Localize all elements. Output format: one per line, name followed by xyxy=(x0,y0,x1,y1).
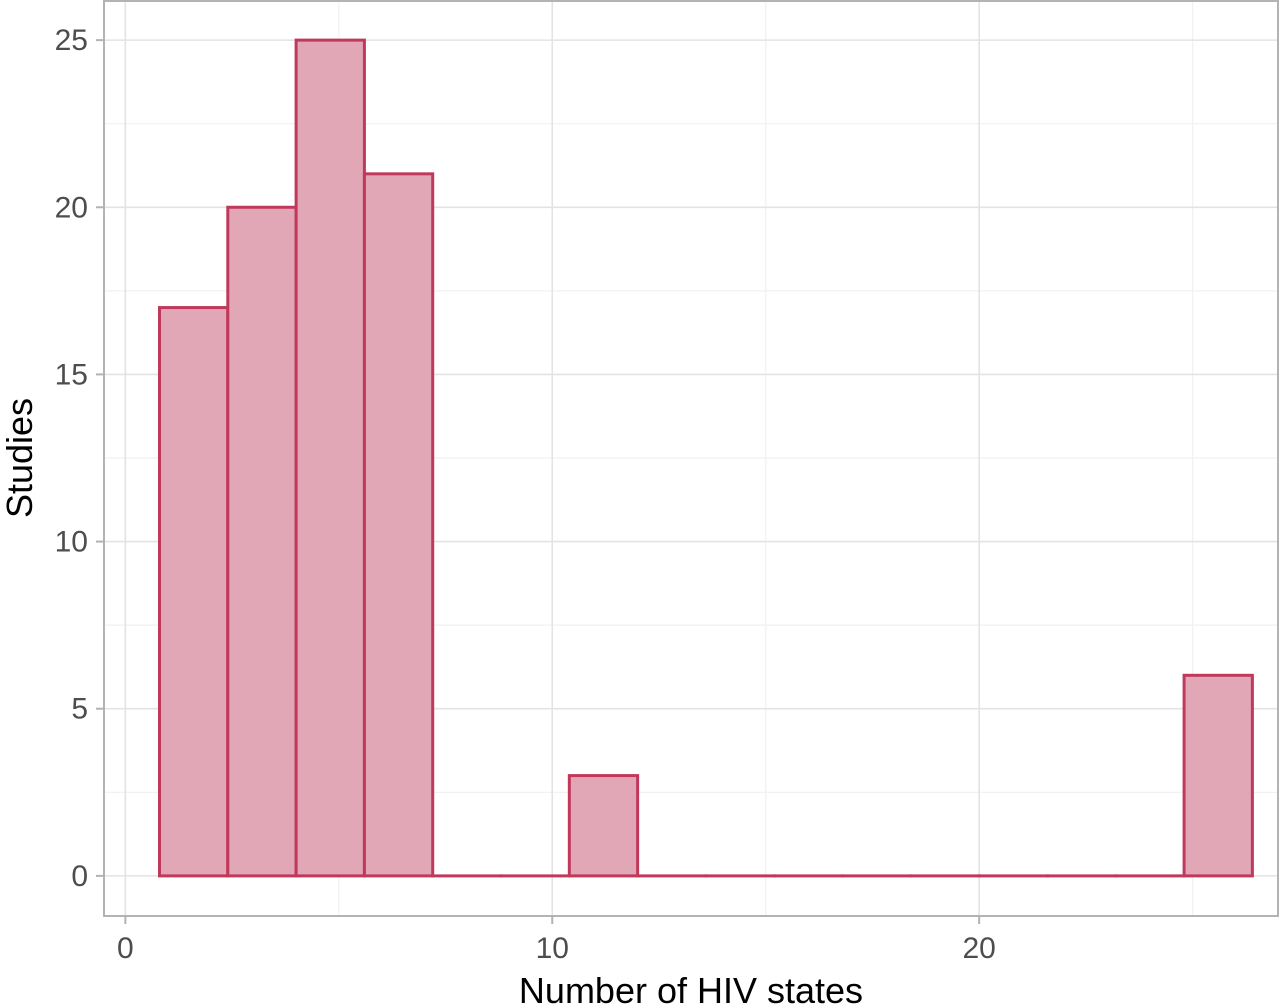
histogram-bar xyxy=(294,38,366,878)
x-tick-label: 20 xyxy=(962,932,995,965)
y-axis-title: Studies xyxy=(0,398,40,518)
y-tick-label: 10 xyxy=(55,526,88,559)
histogram-bar xyxy=(1182,673,1254,878)
x-tick-label: 10 xyxy=(536,932,569,965)
plot-panel-border xyxy=(103,0,1279,917)
x-axis-title: Number of HIV states xyxy=(519,970,863,1007)
y-tick-label: 5 xyxy=(71,693,88,726)
histogram-bar xyxy=(157,306,230,878)
histogram-bars xyxy=(157,38,1254,878)
y-tick-label: 20 xyxy=(55,191,88,224)
y-axis-ticks: 0 5 10 15 20 25 xyxy=(55,24,104,893)
x-tick-label: 0 xyxy=(117,932,134,965)
histogram-bar xyxy=(567,774,640,878)
histogram-bar xyxy=(226,205,298,878)
x-axis-ticks: 0 10 20 xyxy=(117,916,996,965)
y-tick-label: 25 xyxy=(55,24,88,57)
y-tick-label: 15 xyxy=(55,358,88,391)
y-tick-label: 0 xyxy=(71,860,88,893)
histogram-bar xyxy=(362,172,435,878)
